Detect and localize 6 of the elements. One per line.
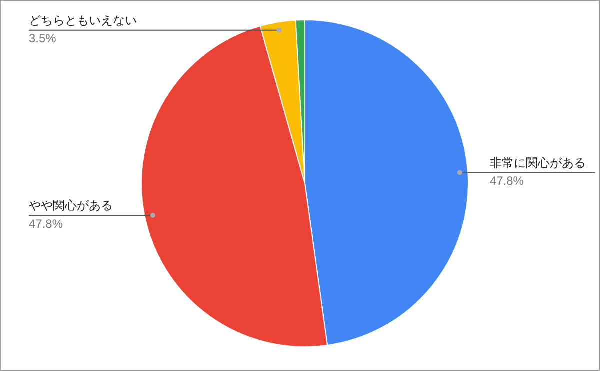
- data-label: 47.8%: [29, 216, 64, 231]
- slice-label: やや関心がある: [29, 198, 113, 213]
- slice-label: どちらともいえない: [29, 13, 137, 28]
- data-label: 3.5%: [29, 32, 57, 46]
- slice-label: 非常に関心がある: [490, 156, 586, 170]
- data-label: 47.8%: [490, 174, 524, 188]
